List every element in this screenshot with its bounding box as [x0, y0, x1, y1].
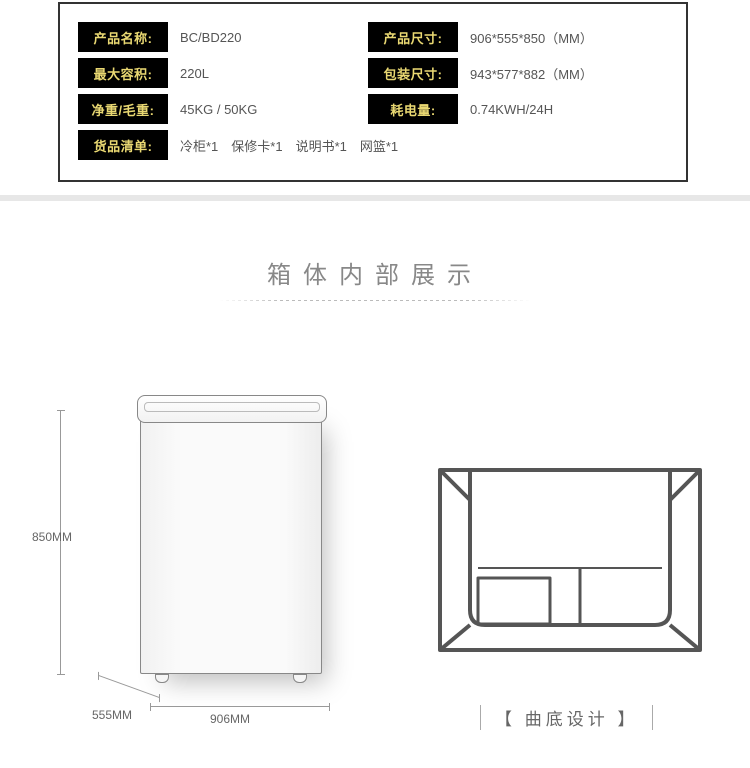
spec-value: 45KG / 50KG — [168, 94, 368, 124]
spec-label: 最大容积: — [78, 58, 168, 88]
spec-value: BC/BD220 — [168, 22, 368, 52]
depth-label: 555MM — [92, 708, 132, 722]
freezer-lid — [137, 395, 327, 423]
freezer-body — [140, 402, 322, 674]
spec-label: 产品名称: — [78, 22, 168, 52]
depth-dimension-line — [98, 675, 160, 699]
spec-label: 耗电量: — [368, 94, 458, 124]
spec-label: 包装尺寸: — [368, 58, 458, 88]
spec-row: 货品清单: 冷柜*1 保修卡*1 说明书*1 网篮*1 — [78, 130, 668, 160]
caster-icon — [293, 674, 307, 683]
decorative-underline — [220, 300, 530, 301]
dimension-diagram: 850MM 555MM 906MM — [50, 390, 390, 760]
spec-value: 0.74KWH/24H — [458, 94, 668, 124]
spec-row: 净重/毛重: 45KG / 50KG 耗电量: 0.74KWH/24H — [78, 94, 668, 124]
spec-label: 净重/毛重: — [78, 94, 168, 124]
spec-table: 产品名称: BC/BD220 产品尺寸: 906*555*850（MM） 最大容… — [58, 2, 688, 182]
width-label: 906MM — [210, 712, 250, 726]
spec-row: 产品名称: BC/BD220 产品尺寸: 906*555*850（MM） — [78, 22, 668, 52]
spec-row: 最大容积: 220L 包装尺寸: 943*577*882（MM） — [78, 58, 668, 88]
spec-value: 220L — [168, 58, 368, 88]
spec-value: 906*555*850（MM） — [458, 22, 668, 52]
spec-label: 货品清单: — [78, 130, 168, 160]
caster-icon — [155, 674, 169, 683]
section-divider — [0, 195, 750, 201]
spec-value: 冷柜*1 保修卡*1 说明书*1 网篮*1 — [168, 130, 668, 160]
height-label: 850MM — [32, 530, 72, 544]
cutaway-label: 【 曲底设计 】 — [480, 705, 653, 730]
spec-label: 产品尺寸: — [368, 22, 458, 52]
width-dimension-line — [150, 706, 330, 707]
section-title: 箱体内部展示 — [0, 255, 750, 290]
spec-value: 943*577*882（MM） — [458, 58, 668, 88]
